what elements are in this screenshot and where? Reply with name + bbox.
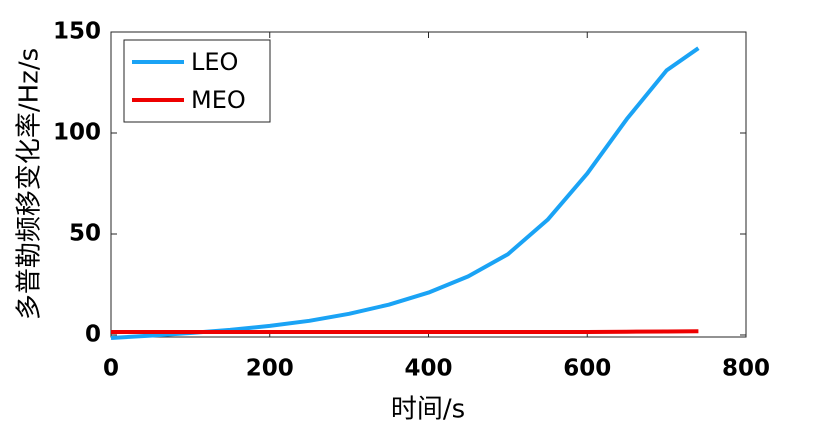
y-tick-label: 150 [53,19,101,45]
y-tick-label: 100 [53,119,101,145]
line-series [111,329,699,334]
x-tick-label: 400 [404,356,452,382]
y-tick-label: 0 [85,321,101,347]
y-axis-label: 多普勒频移变化率/Hz/s [15,48,45,320]
x-tick-label: 600 [563,356,611,382]
y-tick-label: 50 [69,220,101,246]
x-tick-label: 0 [103,356,119,382]
legend-label: LEO [191,48,238,76]
legend-label: MEO [191,86,246,114]
x-tick-label: 200 [246,356,294,382]
legend-box [123,39,271,123]
x-axis-label: 时间/s [391,395,465,425]
x-tick-label: 800 [722,356,770,382]
